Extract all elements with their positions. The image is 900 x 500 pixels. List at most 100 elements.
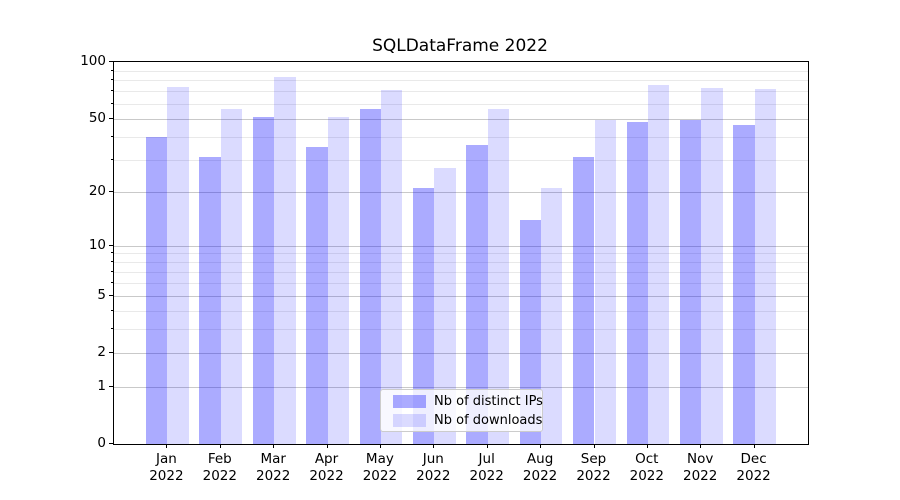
- bar-distinct-ips-mar: [252, 117, 275, 444]
- y-tick-mark-50: [109, 117, 113, 119]
- y-tick-mark-100: [109, 61, 113, 62]
- minor-gridline-9: [114, 253, 808, 255]
- x-tick-mark-jan: [166, 444, 168, 448]
- legend-swatch-distinct-ips: [393, 394, 426, 408]
- y-tick-mark-0: [109, 443, 113, 444]
- y-tick-mark-1: [109, 385, 113, 387]
- x-tick-mark-dec: [753, 444, 755, 448]
- bar-distinct-ips-jun: [413, 188, 435, 444]
- major-gridline-1: [114, 386, 808, 388]
- x-tick-mark-apr: [326, 444, 328, 448]
- x-tick-label-nov: Nov 2022: [683, 451, 718, 484]
- y-minor-tick-mark-90: [111, 69, 113, 71]
- bar-downloads-sep: [594, 120, 616, 444]
- y-minor-tick-mark-4: [111, 309, 113, 311]
- x-tick-mark-nov: [700, 444, 702, 448]
- y-tick-mark-2: [109, 352, 113, 354]
- y-tick-label-1: 1: [97, 377, 106, 394]
- minor-gridline-4: [114, 310, 808, 312]
- y-tick-label-2: 2: [97, 344, 106, 361]
- y-minor-tick-mark-30: [111, 158, 113, 160]
- y-minor-tick-mark-6: [111, 281, 113, 283]
- x-tick-label-feb: Feb 2022: [202, 451, 237, 484]
- x-tick-mark-may: [379, 444, 381, 448]
- minor-gridline-60: [114, 103, 808, 105]
- major-gridline-5: [114, 295, 808, 297]
- x-tick-label-may: May 2022: [362, 451, 398, 484]
- y-tick-label-0: 0: [97, 435, 106, 451]
- legend: Nb of distinct IPs Nb of downloads: [380, 389, 543, 432]
- x-tick-mark-jul: [486, 444, 488, 448]
- bar-distinct-ips-aug: [519, 219, 542, 444]
- bar-downloads-nov: [701, 87, 723, 444]
- bar-downloads-mar: [274, 77, 296, 444]
- y-minor-tick-mark-60: [111, 102, 113, 104]
- x-tick-label-sep: Sep 2022: [576, 451, 611, 484]
- legend-label-downloads: Nb of downloads: [434, 412, 543, 428]
- x-tick-mark-feb: [219, 444, 221, 448]
- legend-row-downloads: Nb of downloads: [381, 413, 542, 428]
- minor-gridline-40: [114, 136, 808, 138]
- major-gridline-20: [114, 192, 808, 193]
- y-tick-label-10: 10: [88, 236, 106, 253]
- x-tick-label-mar: Mar 2022: [256, 451, 291, 484]
- y-tick-label-20: 20: [88, 183, 106, 199]
- bar-downloads-jun: [434, 168, 456, 444]
- y-tick-mark-5: [109, 294, 113, 296]
- minor-gridline-6: [114, 282, 808, 284]
- minor-gridline-70: [114, 91, 808, 93]
- bar-downloads-apr: [327, 117, 349, 444]
- bar-distinct-ips-jan: [146, 136, 168, 444]
- x-tick-label-jan: Jan 2022: [149, 451, 184, 484]
- y-minor-tick-mark-40: [111, 135, 113, 137]
- major-gridline-10: [114, 245, 808, 247]
- bar-downloads-oct: [647, 84, 670, 444]
- minor-gridline-3: [114, 329, 808, 331]
- x-tick-label-oct: Oct 2022: [629, 451, 664, 484]
- legend-label-distinct-ips: Nb of distinct IPs: [434, 393, 543, 409]
- major-gridline-2: [114, 353, 808, 355]
- x-tick-label-apr: Apr 2022: [309, 451, 344, 484]
- y-tick-label-100: 100: [80, 53, 106, 69]
- y-minor-tick-mark-8: [111, 261, 113, 263]
- minor-gridline-90: [114, 70, 808, 72]
- bar-distinct-ips-dec: [733, 125, 755, 444]
- y-minor-tick-mark-80: [111, 79, 113, 81]
- bar-distinct-ips-may: [359, 109, 381, 444]
- bar-distinct-ips-nov: [679, 120, 702, 444]
- x-tick-mark-oct: [646, 444, 648, 448]
- minor-gridline-8: [114, 262, 808, 264]
- bar-downloads-jan: [167, 86, 189, 444]
- bar-downloads-jul: [487, 109, 510, 444]
- major-gridline-50: [114, 118, 808, 120]
- chart-title: SQLDataFrame 2022: [372, 36, 548, 56]
- legend-swatch-downloads: [393, 413, 426, 427]
- bar-downloads-aug: [541, 188, 563, 444]
- bar-distinct-ips-jul: [466, 145, 488, 444]
- minor-gridline-7: [114, 271, 808, 273]
- plot-area: [113, 61, 809, 445]
- bar-downloads-feb: [220, 109, 243, 444]
- y-minor-tick-mark-70: [111, 90, 113, 92]
- x-tick-label-jun: Jun 2022: [416, 451, 451, 484]
- x-tick-mark-sep: [593, 444, 595, 448]
- y-tick-label-5: 5: [97, 286, 106, 303]
- bar-distinct-ips-feb: [199, 157, 221, 444]
- y-minor-tick-mark-7: [111, 270, 113, 272]
- x-tick-mark-jun: [433, 444, 435, 448]
- legend-row-distinct-ips: Nb of distinct IPs: [381, 393, 543, 409]
- x-tick-label-jul: Jul 2022: [469, 451, 504, 484]
- minor-gridline-30: [114, 159, 808, 161]
- minor-gridline-80: [114, 80, 808, 82]
- bar-distinct-ips-sep: [573, 157, 595, 444]
- bar-downloads-dec: [754, 88, 776, 444]
- x-tick-label-dec: Dec 2022: [736, 451, 771, 484]
- y-tick-label-50: 50: [88, 109, 106, 126]
- y-minor-tick-mark-9: [111, 252, 113, 254]
- y-minor-tick-mark-3: [111, 328, 113, 330]
- x-tick-mark-aug: [540, 444, 542, 448]
- x-tick-label-aug: Aug 2022: [522, 451, 558, 484]
- y-tick-mark-20: [109, 191, 113, 192]
- y-tick-mark-10: [109, 244, 113, 246]
